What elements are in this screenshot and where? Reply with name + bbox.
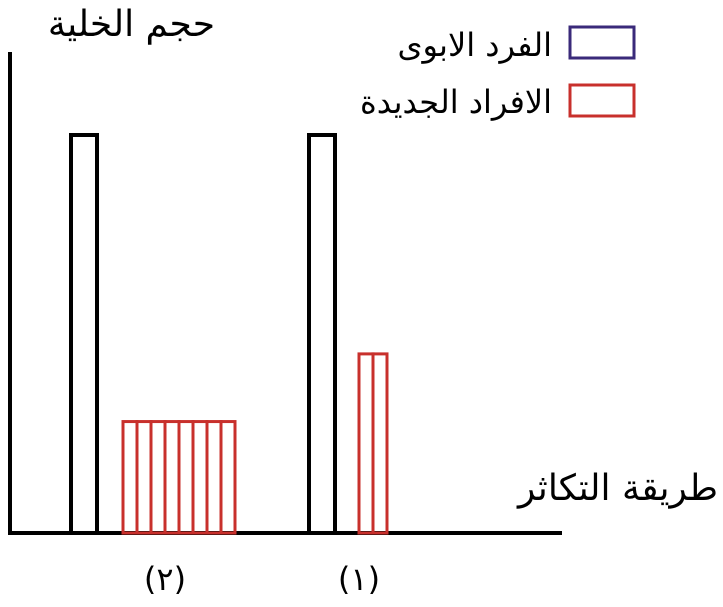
parent-bar-group-1 <box>307 133 337 535</box>
offspring-bar-group-2-5 <box>177 420 195 535</box>
offspring-bar-group-2-4 <box>163 420 181 535</box>
legend-swatch-offspring <box>568 83 636 118</box>
offspring-bar-group-1-1 <box>357 352 375 535</box>
group-label-1: (١) <box>338 560 380 598</box>
offspring-bar-group-2-6 <box>191 420 209 535</box>
legend-label-parent: الفرد الابوى <box>397 26 552 64</box>
offspring-bar-group-2-3 <box>149 420 167 535</box>
offspring-bars-group-2 <box>121 420 237 535</box>
parent-bar-group-2 <box>69 133 99 535</box>
offspring-bar-group-2-1 <box>121 420 139 535</box>
group-2: (٢) <box>69 133 237 598</box>
legend-swatch-parent <box>568 25 636 60</box>
offspring-bar-group-2-8 <box>219 420 237 535</box>
group-label-2: (٢) <box>144 560 186 598</box>
group-1: (١) <box>307 133 389 598</box>
x-axis-label: طريقة التكاثر <box>516 468 718 509</box>
offspring-bar-group-2-7 <box>205 420 223 535</box>
offspring-bar-group-1-2 <box>371 352 389 535</box>
offspring-bar-group-2-2 <box>135 420 153 535</box>
legend: الفرد الابوى الافراد الجديدة <box>360 25 636 121</box>
y-axis-label: حجم الخلية <box>48 4 215 45</box>
legend-label-offspring: الافراد الجديدة <box>360 83 552 121</box>
offspring-bars-group-1 <box>357 352 389 535</box>
